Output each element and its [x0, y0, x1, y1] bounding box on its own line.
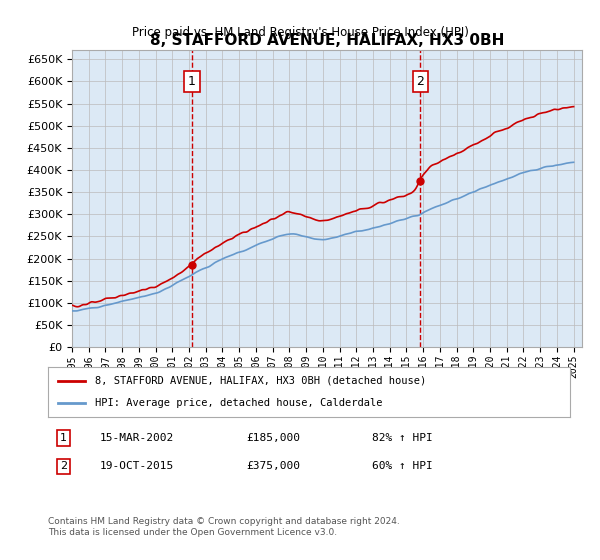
- Text: 15-MAR-2002: 15-MAR-2002: [100, 433, 175, 443]
- Text: 60% ↑ HPI: 60% ↑ HPI: [371, 461, 433, 472]
- Title: 8, STAFFORD AVENUE, HALIFAX, HX3 0BH: 8, STAFFORD AVENUE, HALIFAX, HX3 0BH: [150, 33, 504, 48]
- Text: 19-OCT-2015: 19-OCT-2015: [100, 461, 175, 472]
- Text: This data is licensed under the Open Government Licence v3.0.: This data is licensed under the Open Gov…: [48, 528, 337, 537]
- Text: 2: 2: [416, 75, 424, 88]
- Text: 2: 2: [60, 461, 67, 472]
- Text: 82% ↑ HPI: 82% ↑ HPI: [371, 433, 433, 443]
- Text: HPI: Average price, detached house, Calderdale: HPI: Average price, detached house, Cald…: [95, 398, 382, 408]
- Text: £375,000: £375,000: [247, 461, 301, 472]
- Text: 1: 1: [188, 75, 196, 88]
- Text: Price paid vs. HM Land Registry's House Price Index (HPI): Price paid vs. HM Land Registry's House …: [131, 26, 469, 39]
- Text: Contains HM Land Registry data © Crown copyright and database right 2024.: Contains HM Land Registry data © Crown c…: [48, 516, 400, 526]
- Text: 8, STAFFORD AVENUE, HALIFAX, HX3 0BH (detached house): 8, STAFFORD AVENUE, HALIFAX, HX3 0BH (de…: [95, 376, 426, 386]
- Text: £185,000: £185,000: [247, 433, 301, 443]
- Text: 1: 1: [60, 433, 67, 443]
